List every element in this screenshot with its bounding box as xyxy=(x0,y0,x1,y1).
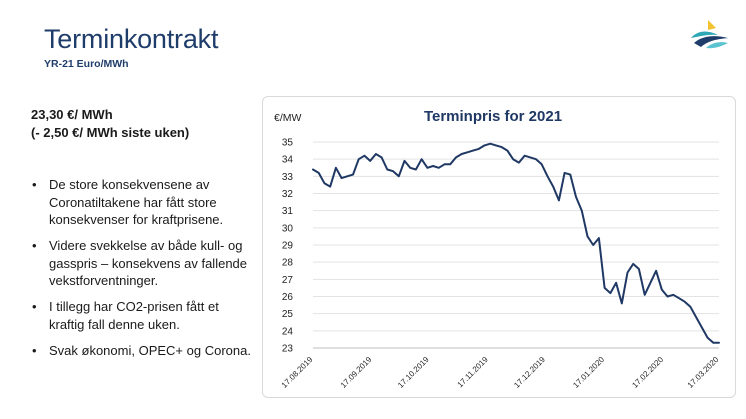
bullet-list: • De store konsekvensene av Coronatiltake… xyxy=(31,176,251,368)
y-tick-label: 23 xyxy=(282,344,294,355)
y-tick-label: 30 xyxy=(282,223,294,234)
bullet-item: • Videre svekkelse av både kull- og gassp… xyxy=(32,238,248,288)
bullet-text: Svak økonomi, OPEC+ og Corona. xyxy=(49,342,251,358)
y-tick-label: 33 xyxy=(282,172,294,183)
price-value: 23,30 €/ MWh xyxy=(31,107,113,122)
x-ticks: 17.08.2019 17.09.2019 17.10.2019 17.11.2019… xyxy=(280,355,721,390)
price-chart: Terminpris for 2021 €/MW 23 24 25 26 27 28 29 3… xyxy=(274,108,721,390)
y-tick-label: 32 xyxy=(282,189,294,200)
series-line xyxy=(312,142,720,344)
x-tick-label: 17.01.2020 xyxy=(571,355,606,390)
x-tick-label: 17.09.2019 xyxy=(339,355,374,390)
y-tick-label: 27 xyxy=(282,275,294,286)
y-tick-label: 35 xyxy=(282,138,294,149)
y-tick-label: 29 xyxy=(282,241,294,252)
bullet-item: • Svak økonomi, OPEC+ og Corona. xyxy=(32,342,251,358)
bullet-text: Videre svekkelse av både kull- og gasspr… xyxy=(49,238,248,288)
price-change: (- 2,50 €/ MWh siste uken) xyxy=(31,125,190,140)
x-tick-label: 17.02.2020 xyxy=(630,355,665,390)
x-tick-label: 17.08.2019 xyxy=(280,355,315,390)
grid xyxy=(313,141,719,349)
y-ticks: 23 24 25 26 27 28 29 30 31 32 33 34 35 xyxy=(282,138,294,355)
waves-logo-icon xyxy=(688,18,730,52)
slide-subtitle: YR-21 Euro/MWh xyxy=(44,58,129,70)
chart-title: Terminpris for 2021 xyxy=(424,108,562,125)
y-tick-label: 25 xyxy=(282,309,294,320)
y-tick-label: 26 xyxy=(282,292,294,303)
chart-panel: Terminpris for 2021 €/MW 23 24 25 26 27 28 29 3… xyxy=(262,96,736,398)
bullet-item: • De store konsekvensene av Coronatiltake… xyxy=(32,177,224,227)
x-tick-label: 17.03.2020 xyxy=(686,355,721,390)
y-axis-label: €/MW xyxy=(274,112,302,124)
bullet-text: I tillegg har CO2-prisen fått et kraftig… xyxy=(49,299,219,332)
y-tick-label: 34 xyxy=(282,155,294,166)
x-tick-label: 17.11.2019 xyxy=(456,355,491,390)
price-summary: 23,30 €/ MWh (- 2,50 €/ MWh siste uken) xyxy=(31,106,189,142)
series xyxy=(312,142,720,344)
x-tick-label: 17.10.2019 xyxy=(396,355,431,390)
x-tick-label: 17.12.2019 xyxy=(512,355,547,390)
slide-title: Terminkontrakt xyxy=(44,24,219,54)
bullet-text: De store konsekvensene av Coronatiltaken… xyxy=(49,177,224,227)
y-tick-label: 28 xyxy=(282,258,294,269)
bullet-item: • I tillegg har CO2-prisen fått et krafti… xyxy=(32,299,219,332)
y-tick-label: 24 xyxy=(282,326,294,337)
y-tick-label: 31 xyxy=(282,206,294,217)
